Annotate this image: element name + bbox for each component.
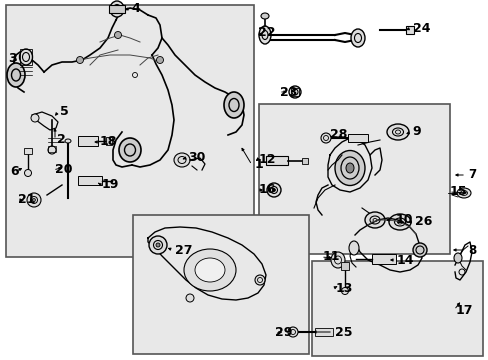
Ellipse shape [185, 294, 194, 302]
Text: 1: 1 [254, 158, 263, 171]
Ellipse shape [156, 57, 163, 63]
Text: 23: 23 [280, 85, 297, 99]
Ellipse shape [32, 198, 36, 202]
Bar [340, 262, 348, 270]
Text: 28: 28 [329, 129, 346, 141]
Text: 4: 4 [131, 3, 140, 15]
Ellipse shape [27, 193, 41, 207]
Ellipse shape [266, 183, 281, 197]
Ellipse shape [341, 288, 348, 294]
Text: 10: 10 [395, 213, 413, 226]
Ellipse shape [24, 170, 31, 176]
Ellipse shape [364, 212, 384, 228]
Bar [48, 146, 56, 152]
Bar [265, 156, 287, 165]
Ellipse shape [183, 249, 236, 291]
Bar [109, 5, 125, 13]
Bar [106, 137, 112, 145]
Ellipse shape [149, 236, 167, 254]
Text: 25: 25 [334, 325, 352, 338]
Ellipse shape [20, 49, 32, 65]
Ellipse shape [386, 124, 408, 140]
Ellipse shape [110, 1, 124, 17]
Ellipse shape [195, 258, 224, 282]
Text: 24: 24 [412, 22, 429, 35]
Ellipse shape [272, 189, 275, 192]
Text: 22: 22 [258, 26, 275, 39]
Text: 16: 16 [259, 184, 276, 197]
Bar [78, 136, 98, 146]
Text: 15: 15 [449, 185, 467, 198]
Text: 2: 2 [57, 134, 65, 147]
Bar [78, 176, 102, 185]
Ellipse shape [76, 57, 83, 63]
Text: 14: 14 [396, 253, 414, 266]
Text: 6: 6 [10, 166, 19, 179]
Text: 8: 8 [467, 243, 475, 256]
Ellipse shape [224, 92, 244, 118]
Ellipse shape [119, 138, 141, 162]
Text: 19: 19 [102, 179, 119, 192]
Ellipse shape [320, 133, 330, 143]
Text: 18: 18 [100, 135, 117, 148]
Ellipse shape [453, 253, 461, 263]
Text: 3: 3 [8, 51, 17, 64]
Text: 13: 13 [335, 282, 353, 294]
Text: 20: 20 [55, 163, 72, 176]
Bar [133, 215, 308, 354]
Ellipse shape [156, 243, 160, 247]
Text: 9: 9 [411, 126, 420, 139]
Bar [405, 26, 413, 34]
Ellipse shape [114, 31, 121, 39]
Bar [6, 5, 254, 257]
Text: 27: 27 [175, 243, 192, 256]
Text: 7: 7 [467, 168, 475, 181]
Text: 30: 30 [187, 152, 205, 165]
Ellipse shape [334, 150, 364, 185]
Ellipse shape [346, 163, 353, 173]
Bar [311, 261, 482, 356]
Text: 26: 26 [414, 216, 431, 229]
Bar [347, 134, 367, 142]
Ellipse shape [412, 243, 426, 257]
Ellipse shape [174, 153, 190, 167]
Text: 29: 29 [274, 325, 292, 338]
Bar [290, 88, 298, 96]
Ellipse shape [350, 29, 364, 47]
Text: 5: 5 [60, 105, 69, 118]
Bar [259, 104, 449, 254]
Ellipse shape [7, 63, 25, 87]
Ellipse shape [287, 327, 297, 337]
Ellipse shape [259, 26, 270, 44]
Ellipse shape [65, 139, 71, 143]
Bar [24, 148, 32, 154]
Ellipse shape [388, 214, 410, 230]
Ellipse shape [48, 146, 56, 154]
Bar [371, 254, 395, 264]
Ellipse shape [261, 13, 268, 19]
Bar [20, 49, 32, 65]
Bar [314, 328, 332, 336]
Text: 21: 21 [18, 193, 36, 207]
Ellipse shape [348, 241, 358, 255]
Text: 11: 11 [323, 251, 340, 264]
Text: 12: 12 [259, 153, 276, 166]
Ellipse shape [254, 275, 264, 285]
Ellipse shape [330, 252, 345, 268]
Ellipse shape [31, 114, 39, 122]
Ellipse shape [115, 6, 119, 12]
Bar [302, 158, 307, 164]
Ellipse shape [288, 86, 301, 98]
Text: 17: 17 [455, 303, 472, 316]
Ellipse shape [456, 188, 470, 198]
